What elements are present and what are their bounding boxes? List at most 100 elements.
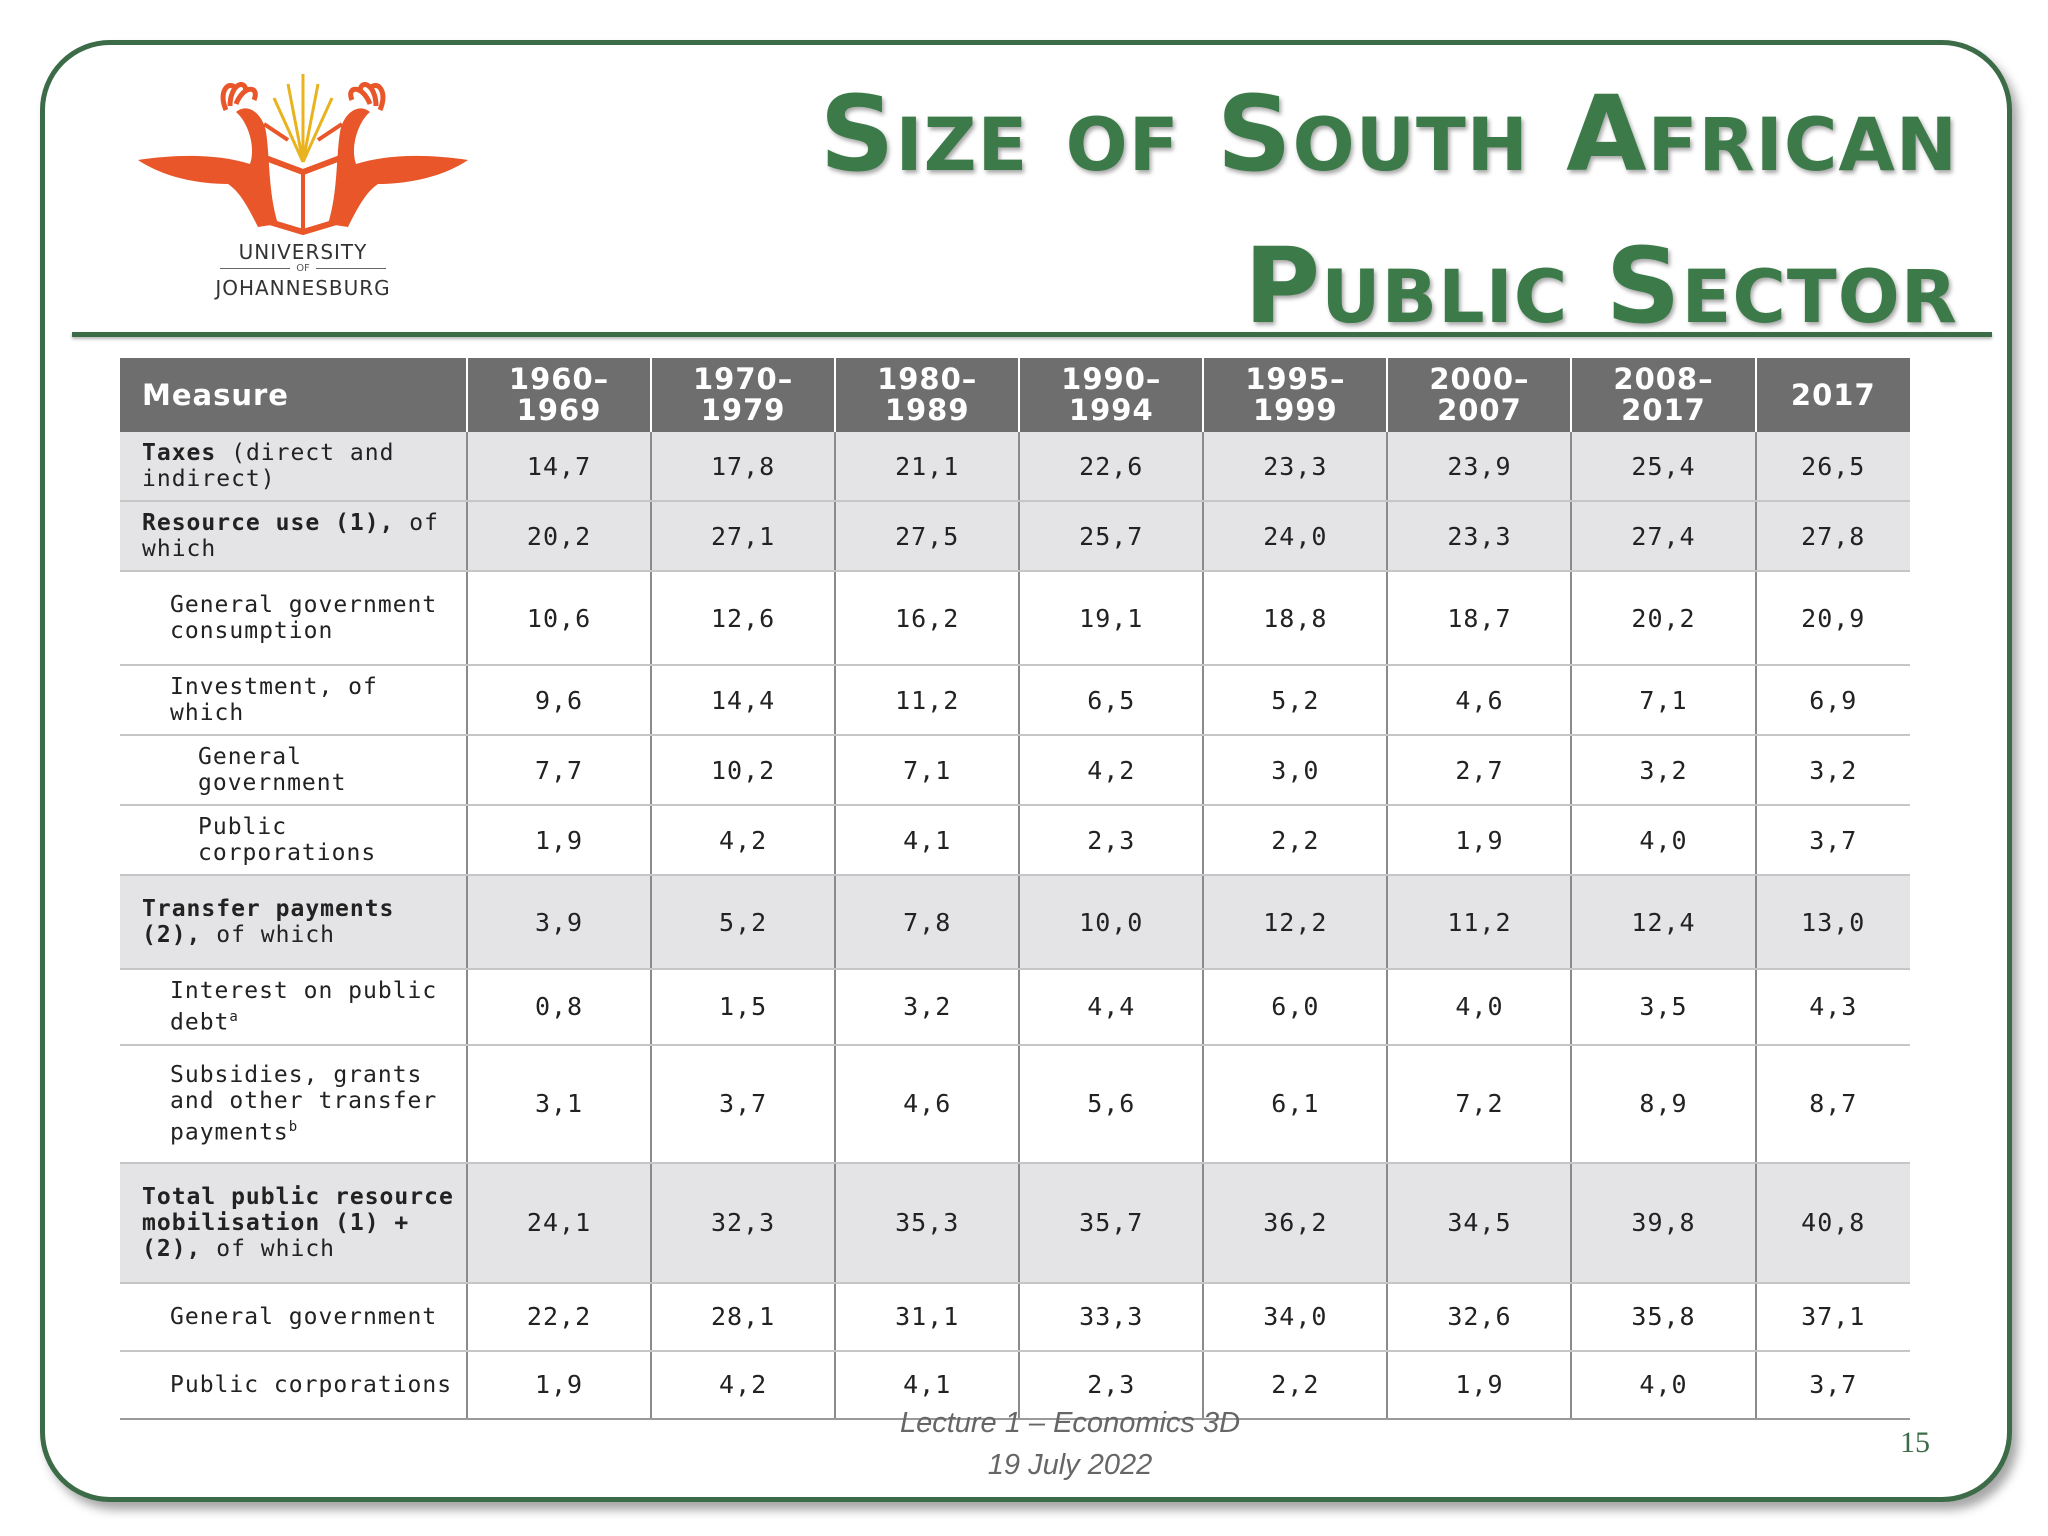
table-cell-value: 26,5 <box>1754 432 1910 502</box>
table-cell-value: 6,9 <box>1754 665 1910 736</box>
footnote-marker: a <box>229 1009 239 1025</box>
row-label: General government <box>120 1282 467 1352</box>
table-header-row: Measure 1960– 1969 1970– 1979 1980– 1989 1990– 1… <box>120 358 1910 432</box>
table-row: Investment, of which 9,6 14,4 11,2 6,5 5,2 4,6… <box>120 665 1910 736</box>
header-text: 1980– <box>877 362 978 396</box>
slide-title-line1: Size of South African <box>819 73 1958 195</box>
table-cell-value: 27,8 <box>1754 501 1910 572</box>
table-row: General government 22,2 28,1 31,1 33,3 34,0 32… <box>120 1282 1910 1352</box>
table-cell-value: 2,2 <box>1202 805 1388 876</box>
row-label: Taxes (direct and indirect) <box>120 432 467 502</box>
table-cell-value: 34,0 <box>1202 1282 1388 1352</box>
table-cell-value: 4,0 <box>1570 1350 1756 1420</box>
table-cell-value: 35,8 <box>1570 1282 1756 1352</box>
table-cell-value: 18,7 <box>1386 571 1572 666</box>
table-cell-value: 4,1 <box>834 805 1020 876</box>
row-label: Total public resource mobili­sation (1) … <box>120 1162 467 1284</box>
table-cell-value: 35,7 <box>1018 1162 1204 1284</box>
public-sector-table: Measure 1960– 1969 1970– 1979 1980– 1989 1990– 1… <box>120 358 1910 1420</box>
column-header-period: 1960– 1969 <box>465 358 652 432</box>
table-cell-value: 4,1 <box>834 1350 1020 1420</box>
row-label-text: Public corporations <box>170 1371 453 1398</box>
row-label: General government consumption <box>120 571 467 666</box>
table-cell-value: 1,9 <box>465 1350 652 1420</box>
table-cell-value: 12,6 <box>650 571 836 666</box>
table-cell-value: 35,3 <box>834 1162 1020 1284</box>
table-cell-value: 3,5 <box>1570 969 1756 1046</box>
table-cell-value: 11,2 <box>834 665 1020 736</box>
table-cell-value: 6,0 <box>1202 969 1388 1046</box>
table-cell-value: 25,7 <box>1018 501 1204 572</box>
logo-university-text: UNIVERSITY <box>238 240 368 264</box>
table-cell-value: 9,6 <box>465 665 652 736</box>
column-header-period: 1995– 1999 <box>1202 358 1388 432</box>
column-header-period: 2000– 2007 <box>1386 358 1572 432</box>
table-cell-value: 12,4 <box>1570 875 1756 970</box>
table-row: Transfer pay­ments (2), of which 3,9 5,2 7,… <box>120 875 1910 970</box>
table-cell-value: 3,7 <box>1754 805 1910 876</box>
table-row: Total public resource mobili­sation (1) … <box>120 1162 1910 1284</box>
table-cell-value: 8,7 <box>1754 1044 1910 1164</box>
header-text: 2007 <box>1437 393 1522 427</box>
column-header-period: 1970– 1979 <box>650 358 836 432</box>
row-label-text: (direct and indirect) <box>142 440 395 492</box>
header-text: 2017 <box>1790 377 1876 412</box>
table-cell-value: 31,1 <box>834 1282 1020 1352</box>
table-cell-value: 6,1 <box>1202 1044 1388 1164</box>
table-cell-value: 20,9 <box>1754 571 1910 666</box>
table-cell-value: 12,2 <box>1202 875 1388 970</box>
table-cell-value: 36,2 <box>1202 1162 1388 1284</box>
header-text: 1999 <box>1252 393 1338 427</box>
table-cell-value: 27,1 <box>650 501 836 572</box>
table-cell-value: 4,4 <box>1018 969 1204 1046</box>
table-cell-value: 23,9 <box>1386 432 1572 502</box>
table-cell-value: 6,5 <box>1018 665 1204 736</box>
header-text: 1960– <box>508 362 610 396</box>
header-text: 1994 <box>1068 393 1154 427</box>
row-label-text: of which <box>142 510 439 562</box>
row-label-bold: Taxes <box>142 440 217 466</box>
footnote-marker: b <box>288 1118 299 1135</box>
table-cell-value: 22,2 <box>465 1282 652 1352</box>
slide-footer: Lecture 1 – Economics 3D 19 July 2022 <box>700 1402 1440 1486</box>
column-header-measure: Measure <box>120 358 467 432</box>
table-cell-value: 2,7 <box>1386 735 1572 806</box>
hoopoe-birds-icon <box>138 74 468 236</box>
table-cell-value: 7,2 <box>1386 1044 1572 1164</box>
table-cell-value: 7,1 <box>834 735 1020 806</box>
table-cell-value: 3,7 <box>650 1044 836 1164</box>
table-cell-value: 16,2 <box>834 571 1020 666</box>
table-cell-value: 39,8 <box>1570 1162 1756 1284</box>
table-cell-value: 5,2 <box>1202 665 1388 736</box>
table-cell-value: 14,7 <box>465 432 652 502</box>
row-label-text: General government consumption <box>170 592 438 644</box>
table-row: Subsidies, grants and other transfer pay… <box>120 1044 1910 1164</box>
column-header-period: 1980– 1989 <box>834 358 1020 432</box>
page-number: 15 <box>1900 1426 1930 1459</box>
header-text: Measure <box>142 377 289 412</box>
table-cell-value: 10,0 <box>1018 875 1204 970</box>
row-label: Public corporations <box>120 805 467 876</box>
row-label-text: of which <box>201 1235 336 1262</box>
table-cell-value: 2,3 <box>1018 805 1204 876</box>
column-header-period: 1990– 1994 <box>1018 358 1204 432</box>
table-row: Public corporations 1,9 4,2 4,1 2,3 2,2 1,9 4,0… <box>120 805 1910 876</box>
table-cell-value: 10,2 <box>650 735 836 806</box>
table-cell-value: 20,2 <box>465 501 652 572</box>
header-text: 1970– <box>693 362 794 396</box>
logo-of-text: OF <box>128 263 478 274</box>
table-cell-value: 3,9 <box>465 875 652 970</box>
table-cell-value: 27,5 <box>834 501 1020 572</box>
table-cell-value: 32,3 <box>650 1162 836 1284</box>
table-cell-value: 33,3 <box>1018 1282 1204 1352</box>
table-cell-value: 3,1 <box>465 1044 652 1164</box>
table-cell-value: 1,9 <box>1386 805 1572 876</box>
table-cell-value: 11,2 <box>1386 875 1572 970</box>
table-cell-value: 18,8 <box>1202 571 1388 666</box>
table-cell-value: 4,0 <box>1570 805 1756 876</box>
table-cell-value: 7,7 <box>465 735 652 806</box>
table-cell-value: 5,2 <box>650 875 836 970</box>
table-cell-value: 14,4 <box>650 665 836 736</box>
slide-title: Size of South African Public Sector <box>758 58 1958 362</box>
table-row: Taxes (direct and indirect) 14,7 17,8 21,1 2… <box>120 432 1910 502</box>
